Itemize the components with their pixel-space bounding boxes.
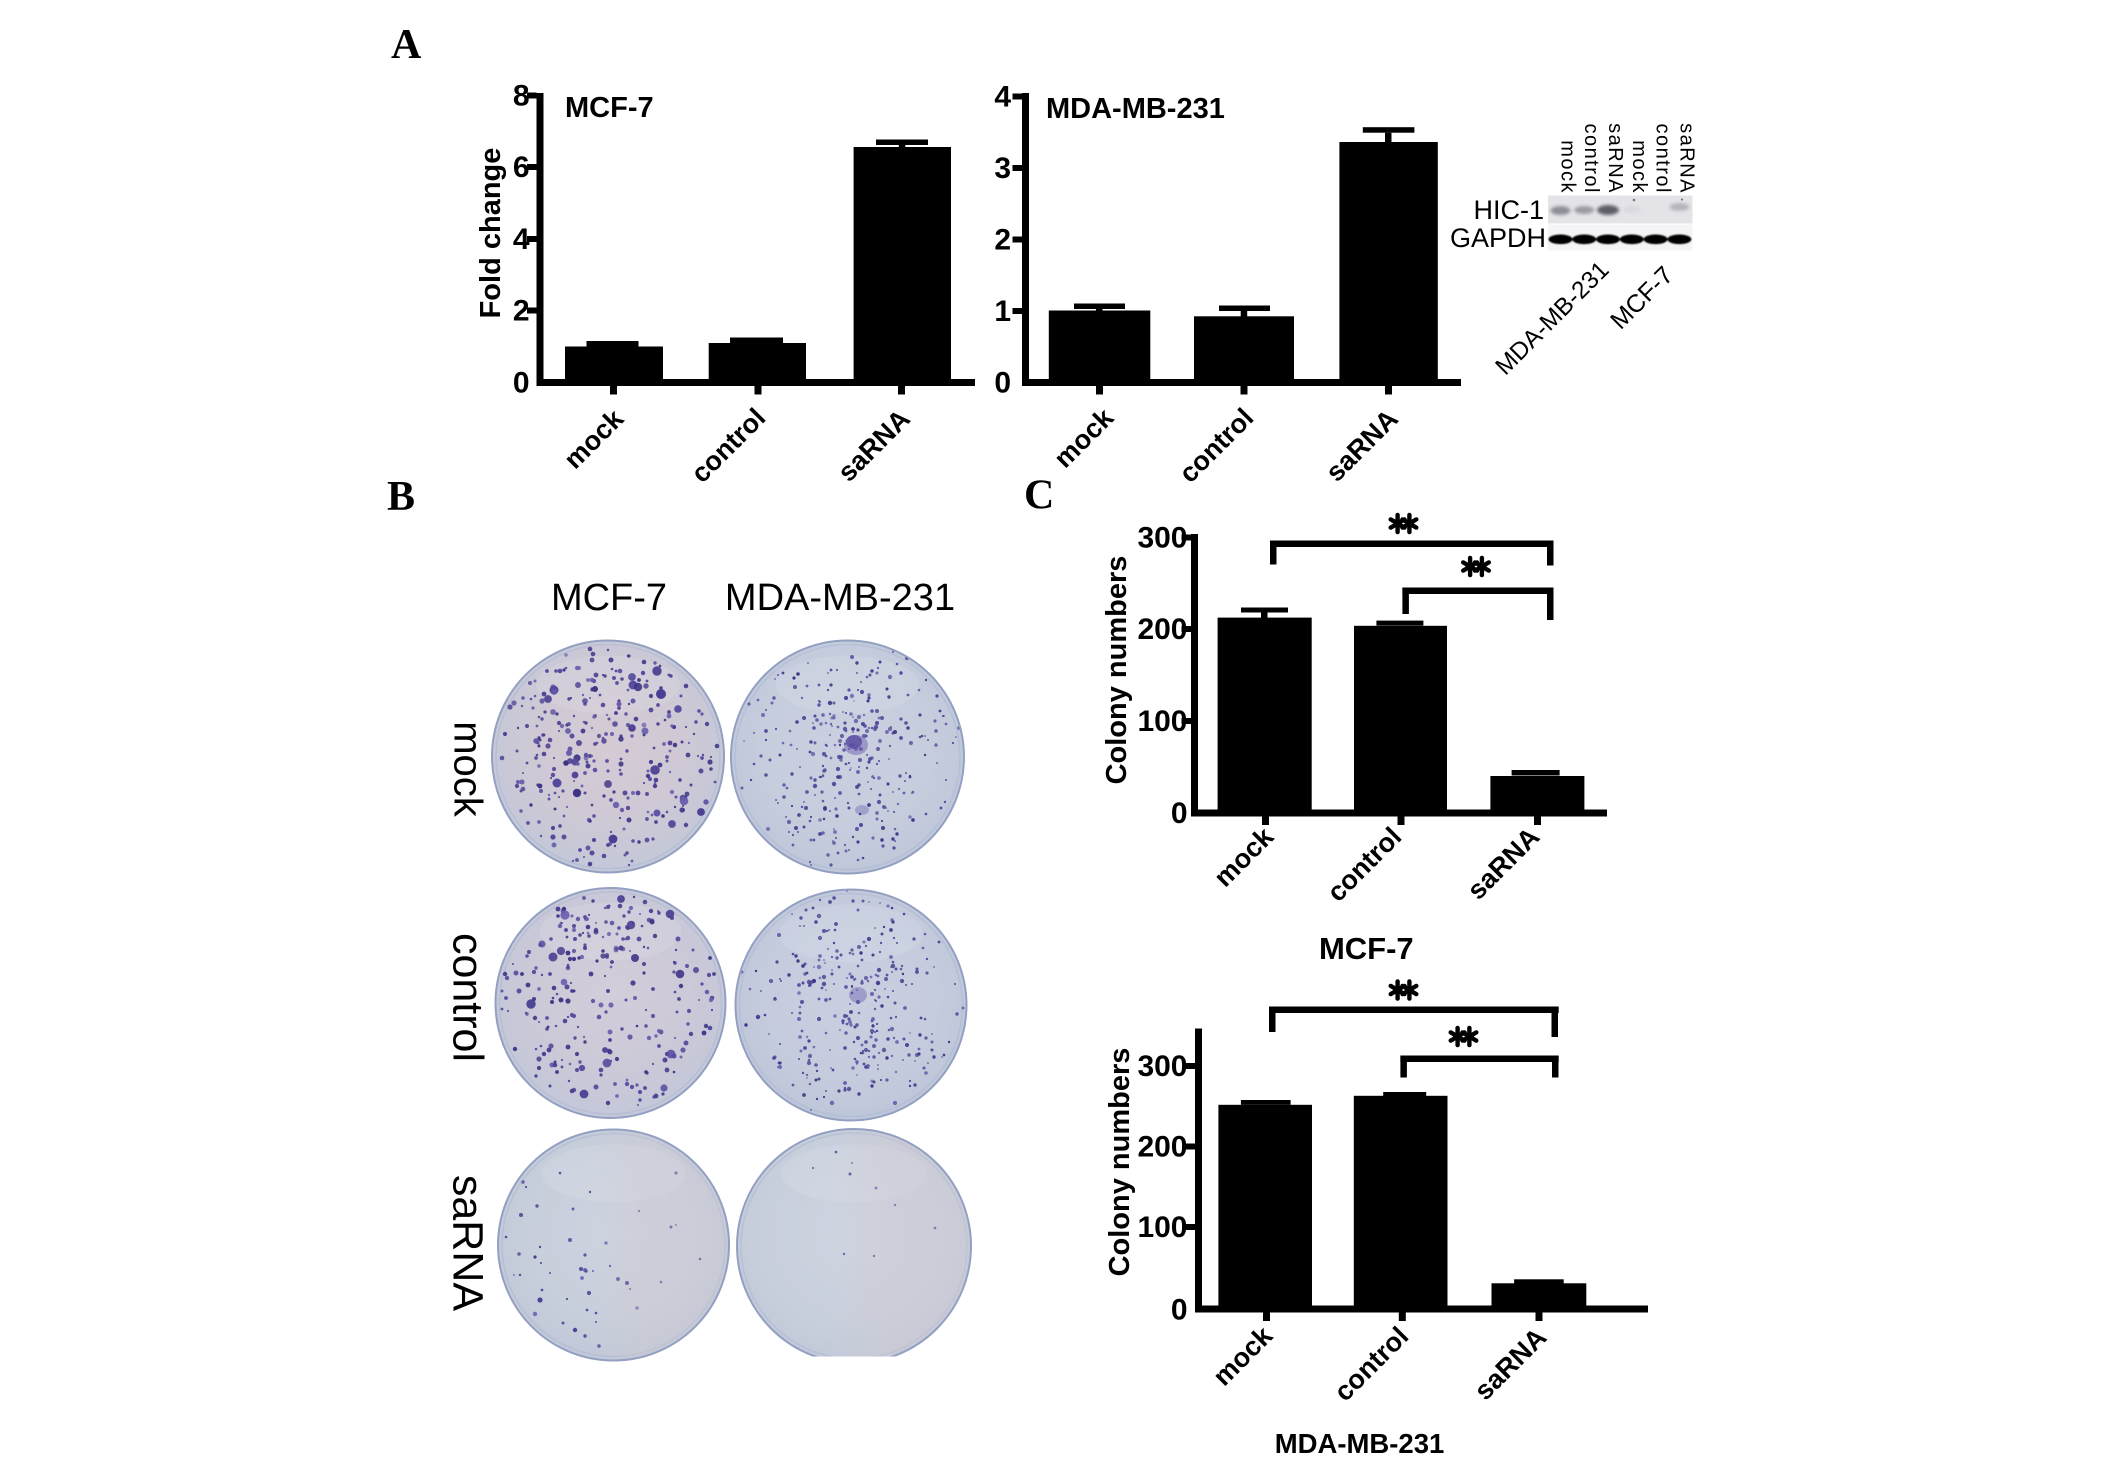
svg-text:control: control [444, 933, 492, 1062]
svg-text:2: 2 [994, 224, 1011, 257]
svg-text:control: control [1652, 123, 1674, 194]
svg-text:B: B [387, 474, 415, 520]
svg-text:MDA-MB-231: MDA-MB-231 [1275, 1428, 1445, 1459]
svg-text:mock: mock [1628, 140, 1650, 194]
svg-text:Colony numbers: Colony numbers [1104, 1048, 1136, 1277]
svg-text:MCF-7: MCF-7 [551, 577, 667, 619]
svg-text:6: 6 [513, 151, 530, 184]
svg-text:saRNA: saRNA [444, 1175, 492, 1312]
svg-text:Fold change: Fold change [475, 148, 507, 319]
svg-text:2: 2 [513, 295, 530, 328]
svg-text:100: 100 [1137, 1211, 1187, 1244]
svg-text:300: 300 [1137, 1050, 1187, 1083]
svg-text:A: A [391, 22, 422, 68]
svg-text:0: 0 [994, 367, 1011, 400]
svg-text:0: 0 [1171, 1294, 1188, 1327]
svg-text:mock: mock [446, 721, 490, 818]
svg-text:0: 0 [1171, 797, 1188, 830]
svg-text:MCF-7: MCF-7 [565, 92, 654, 124]
svg-text:4: 4 [513, 223, 530, 256]
svg-text:saRNA: saRNA [1675, 123, 1697, 194]
svg-text:300: 300 [1137, 522, 1187, 555]
svg-text:control: control [1580, 123, 1602, 194]
svg-text:GAPDH: GAPDH [1450, 223, 1546, 253]
svg-text:4: 4 [994, 81, 1011, 114]
svg-text:1: 1 [994, 295, 1011, 328]
svg-text:mock: mock [1557, 140, 1579, 194]
svg-text:MCF-7: MCF-7 [1319, 931, 1414, 966]
svg-text:Colony numbers: Colony numbers [1101, 556, 1133, 785]
svg-text:0: 0 [513, 367, 530, 400]
svg-text:C: C [1024, 473, 1054, 519]
svg-text:100: 100 [1137, 705, 1187, 738]
svg-text:MDA-MB-231: MDA-MB-231 [1046, 93, 1225, 125]
svg-text:200: 200 [1137, 613, 1187, 646]
svg-text:200: 200 [1137, 1131, 1187, 1164]
svg-text:3: 3 [994, 152, 1011, 185]
svg-text:8: 8 [513, 80, 530, 113]
svg-text:HIC-1: HIC-1 [1473, 195, 1544, 225]
svg-text:MDA-MB-231: MDA-MB-231 [725, 577, 955, 619]
svg-text:saRNA: saRNA [1604, 123, 1626, 194]
